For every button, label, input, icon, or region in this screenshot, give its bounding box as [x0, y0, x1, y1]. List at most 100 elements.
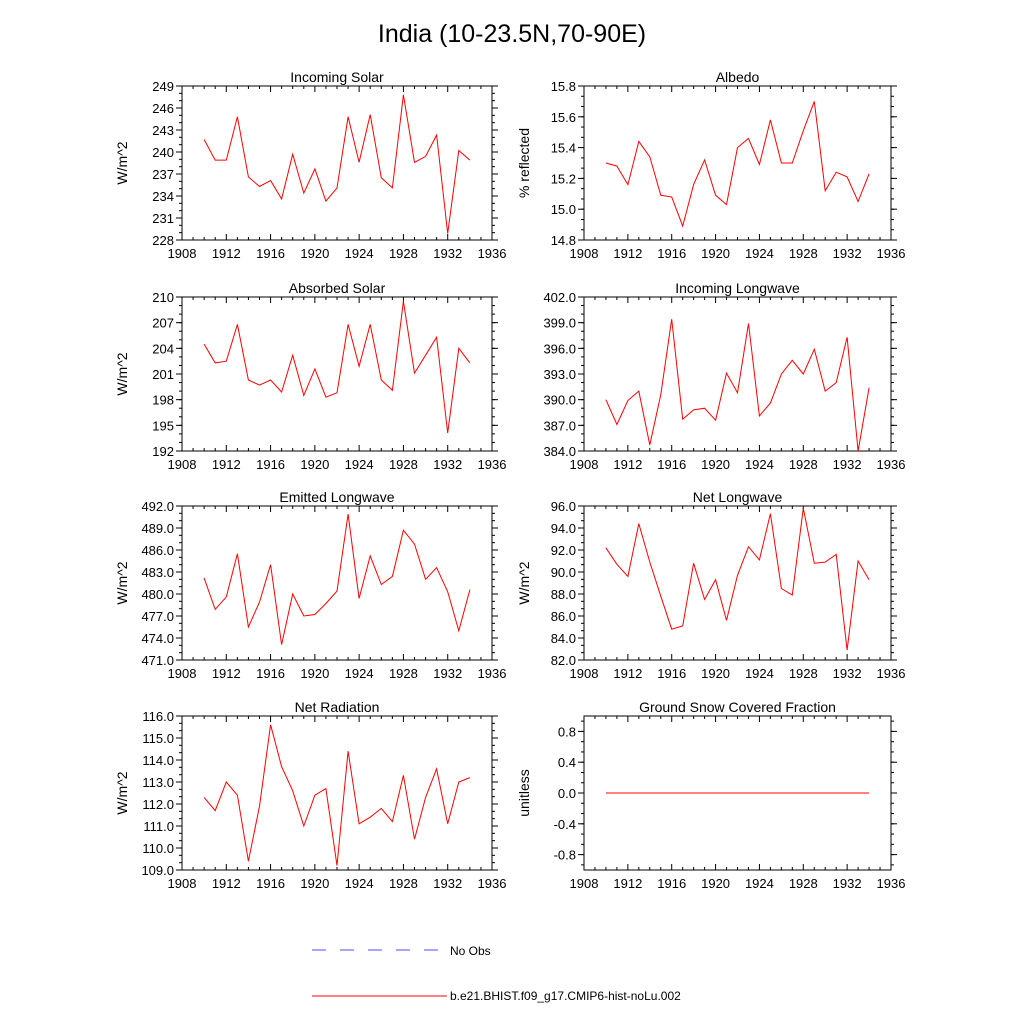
x-tick-label: 1912: [212, 246, 241, 261]
y-tick-label: 96.0: [551, 499, 576, 514]
panel-6: Net Longwave W/m^2 1908 1912 1916 1920 1924 192…: [516, 489, 905, 681]
panel-5: Emitted Longwave W/m^2 1908 1912 1916 1920 192…: [114, 489, 506, 681]
y-tick-label: 90.0: [551, 565, 576, 580]
x-tick-label: 1908: [570, 876, 599, 891]
y-tick-label: 15.2: [551, 171, 576, 186]
y-tick-label: 195: [152, 418, 174, 433]
x-tick-label: 1928: [789, 666, 818, 681]
panel-8: Ground Snow Covered Fraction unitless 1908…: [516, 699, 905, 891]
y-axis-label: unitless: [516, 769, 532, 816]
y-tick-label: -0.4: [554, 817, 576, 832]
y-tick-label: 204: [152, 341, 174, 356]
panel-frame: [583, 505, 892, 661]
x-tick-label: 1920: [701, 666, 730, 681]
panel-frame: [181, 296, 493, 452]
x-tick-label: 1928: [389, 457, 418, 472]
x-tick-label: 1932: [433, 876, 462, 891]
series-line: [203, 724, 471, 866]
x-tick-label: 1932: [433, 457, 462, 472]
series-line: [203, 514, 471, 645]
x-tick-label: 1936: [877, 457, 906, 472]
x-tick-label: 1916: [657, 246, 686, 261]
x-tick-label: 1932: [433, 246, 462, 261]
panel-1: Incoming Solar W/m^2 1908 1912 1916 1920 1924 1…: [114, 69, 506, 261]
y-tick-label: 471.0: [141, 653, 174, 668]
y-tick-label: 240: [152, 145, 174, 160]
panel-title: Incoming Solar: [290, 69, 384, 85]
x-tick-label: 1916: [256, 246, 285, 261]
x-tick-label: 1928: [789, 876, 818, 891]
y-tick-label: 15.6: [551, 110, 576, 125]
series-line: [605, 319, 870, 452]
y-tick-label: 390.0: [543, 393, 576, 408]
panel-7: Net Radiation W/m^2 1908 1912 1916 1920 1924 19…: [114, 699, 506, 891]
x-tick-label: 1928: [389, 876, 418, 891]
x-tick-label: 1912: [613, 457, 642, 472]
x-tick-label: 1920: [701, 457, 730, 472]
legend: No Obs b.e21.BHIST.f09_g17.CMIP6-hist-no…: [312, 944, 681, 1003]
panel-2: Albedo % reflected 1908 1912 1916 1920 1924 192…: [516, 69, 905, 261]
y-tick-label: 237: [152, 167, 174, 182]
y-tick-label: 387.0: [543, 418, 576, 433]
panel-title: Net Radiation: [295, 699, 380, 715]
x-tick-label: 1936: [478, 457, 507, 472]
y-tick-label: 86.0: [551, 609, 576, 624]
y-tick-label: 94.0: [551, 521, 576, 536]
x-tick-label: 1924: [345, 246, 374, 261]
x-tick-label: 1928: [789, 457, 818, 472]
legend-label-no-obs: No Obs: [450, 944, 491, 958]
x-tick-label: 1932: [833, 457, 862, 472]
panel-frame: [583, 85, 892, 241]
panel-frame: [583, 296, 892, 452]
y-tick-label: 210: [152, 290, 174, 305]
panel-frame: [181, 715, 493, 871]
series-line: [203, 94, 471, 234]
y-axis-label: % reflected: [516, 128, 532, 198]
y-axis-label: W/m^2: [516, 561, 532, 604]
x-tick-label: 1928: [789, 246, 818, 261]
x-tick-label: 1912: [212, 876, 241, 891]
y-axis-label: W/m^2: [114, 141, 130, 184]
y-tick-label: 480.0: [141, 587, 174, 602]
x-tick-label: 1920: [300, 246, 329, 261]
panel-3: Absorbed Solar W/m^2 1908 1912 1916 1920 1924 1…: [114, 280, 506, 472]
y-tick-label: 84.0: [551, 631, 576, 646]
y-tick-label: 15.4: [551, 141, 576, 156]
panel-title: Ground Snow Covered Fraction: [639, 699, 836, 715]
y-tick-label: 112.0: [142, 797, 174, 812]
y-tick-label: 249: [152, 79, 174, 94]
x-tick-label: 1908: [168, 246, 197, 261]
x-tick-label: 1936: [877, 876, 906, 891]
y-tick-label: 201: [152, 367, 174, 382]
x-tick-label: 1924: [745, 457, 774, 472]
x-tick-label: 1916: [256, 876, 285, 891]
y-tick-label: 198: [152, 393, 174, 408]
y-tick-label: 486.0: [141, 543, 174, 558]
x-tick-label: 1912: [212, 666, 241, 681]
y-tick-label: 489.0: [141, 521, 174, 536]
series-line: [605, 101, 870, 228]
y-tick-label: 231: [152, 211, 174, 226]
panel-title: Albedo: [716, 69, 760, 85]
x-tick-label: 1936: [877, 666, 906, 681]
y-tick-label: 15.0: [551, 202, 576, 217]
y-tick-label: 243: [152, 123, 174, 138]
y-axis-label: W/m^2: [114, 352, 130, 395]
x-tick-label: 1908: [570, 666, 599, 681]
x-tick-label: 1924: [745, 876, 774, 891]
x-tick-label: 1924: [345, 876, 374, 891]
y-tick-label: 492.0: [141, 499, 174, 514]
x-tick-label: 1908: [570, 246, 599, 261]
x-tick-label: 1908: [168, 876, 197, 891]
x-tick-label: 1924: [345, 457, 374, 472]
x-tick-label: 1928: [389, 666, 418, 681]
y-tick-label: 111.0: [143, 819, 174, 834]
y-tick-label: 234: [152, 189, 174, 204]
y-tick-label: -0.8: [554, 848, 576, 863]
y-tick-label: 114.0: [142, 753, 174, 768]
x-tick-label: 1908: [570, 457, 599, 472]
x-tick-label: 1924: [745, 246, 774, 261]
x-tick-label: 1936: [877, 246, 906, 261]
y-tick-label: 192: [152, 444, 174, 459]
